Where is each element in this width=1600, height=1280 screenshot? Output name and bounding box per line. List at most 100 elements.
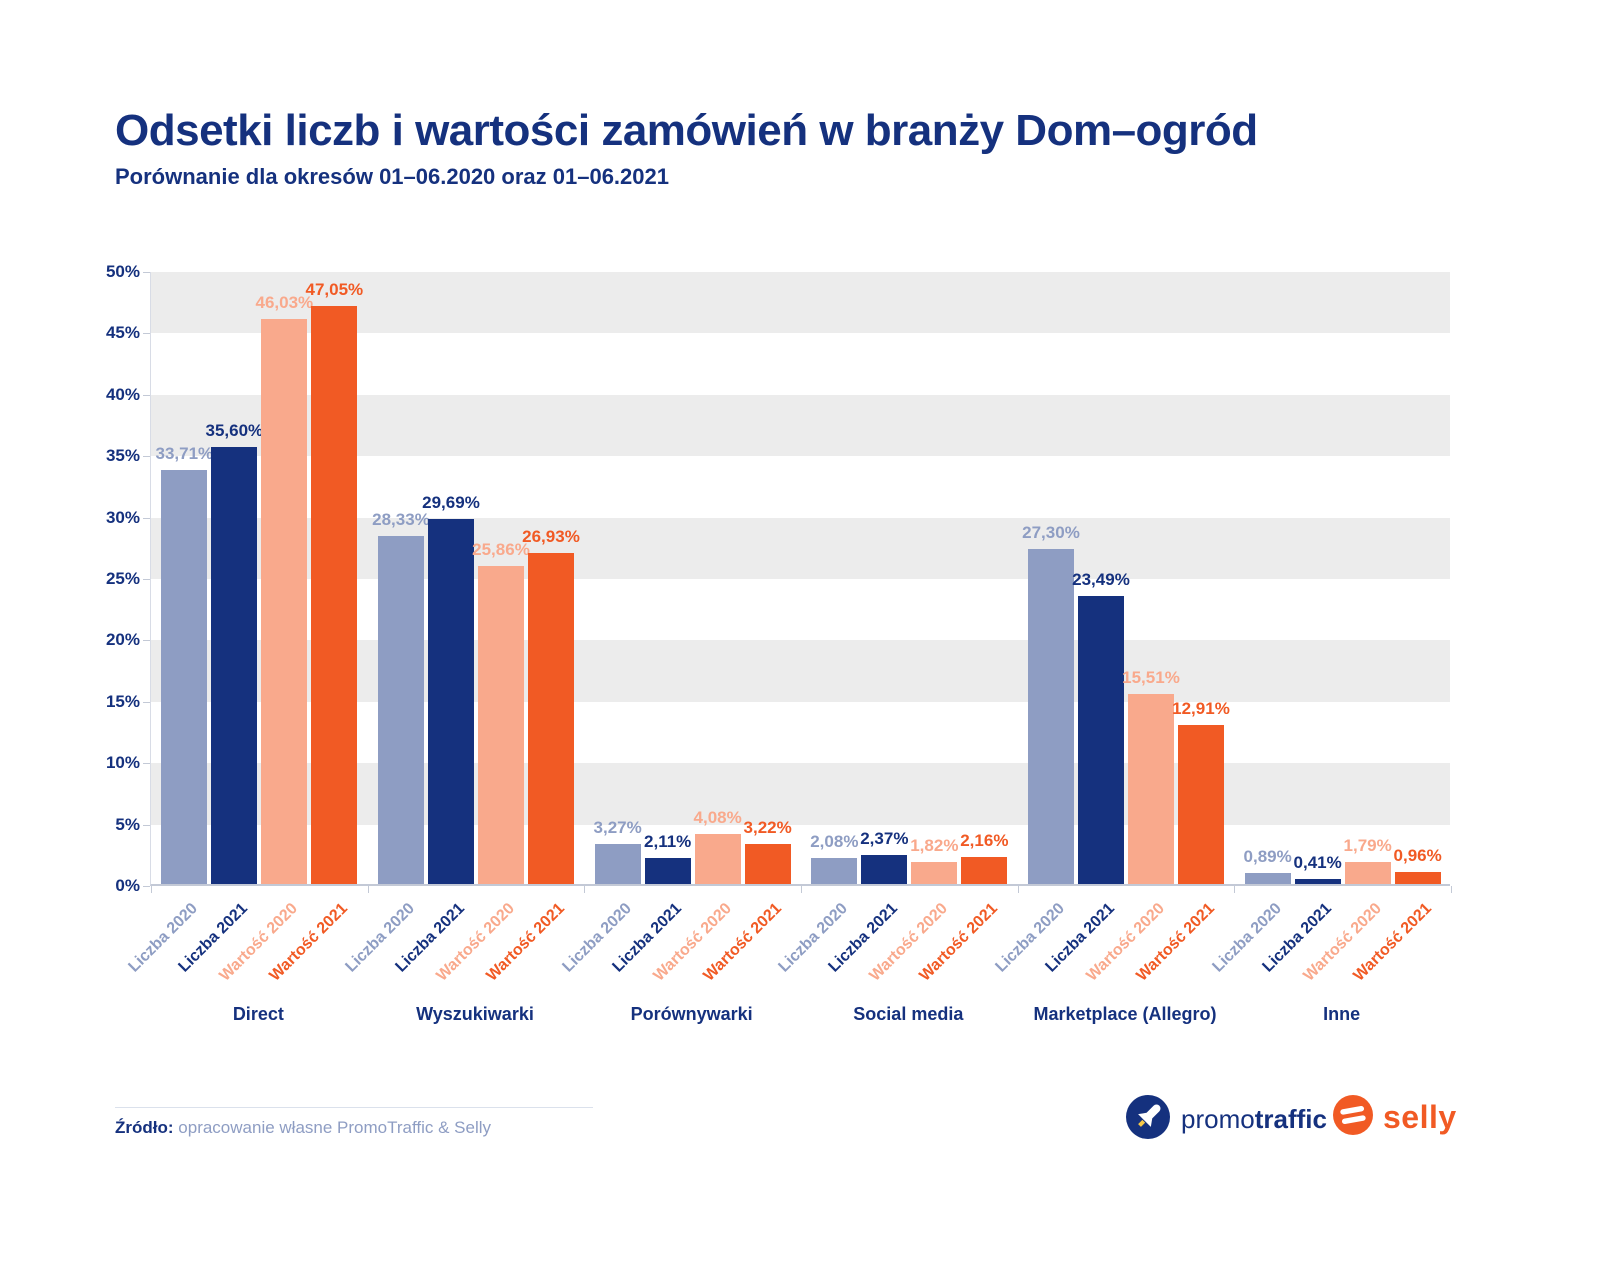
y-axis-tick [143,456,150,458]
y-axis-label: 10% [105,753,140,773]
bar-value-label: 0,41% [1293,852,1342,872]
y-axis-label: 50% [105,262,140,281]
x-axis-tick [151,886,152,893]
bar: 2,11% [644,832,691,884]
bar-value-label: 4,08% [693,807,742,827]
bar-group: 28,33% 29,69% 25,86% 26,93% [368,272,585,884]
bar-value-label: 0,89% [1243,847,1292,867]
category-label: Direct [232,1004,284,1024]
selly-icon [1332,1094,1374,1141]
y-axis-label: 5% [115,814,140,834]
bar-value-label: 35,60% [205,420,264,440]
bar-value-label: 27,30% [1022,522,1080,542]
bar-value-label: 15,51% [1122,667,1180,687]
bar-value-label: 29,69% [422,493,480,513]
x-axis-tick [367,886,369,893]
category-label: Marketplace (Allegro) [1033,1004,1217,1024]
category-label: Wyszukiwarki [416,1004,534,1024]
bar-value-label: 0,96% [1393,846,1442,866]
bar: 28,33% [372,510,430,884]
x-axis-tick [1451,886,1452,893]
y-axis-tick [143,763,150,765]
bar-group: 2,08% 2,37% 1,82% 2,16% [801,272,1018,884]
y-axis-tick [143,701,150,703]
bar: 15,51% [1122,668,1180,884]
x-axis-category-labels: Direct Wyszukiwarki Porównywarki Social med… [150,1004,1450,1034]
bar-group: 3,27% 2,11% 4,08% 3,22% [584,272,801,884]
grid-band [151,272,1450,334]
bar: 0,89% [1244,847,1292,884]
bar-value-label: 2,16% [960,831,1009,851]
y-axis-label: 45% [105,323,140,343]
bar: 3,27% [594,818,642,884]
chart-subtitle: Porównanie dla okresów 01–06.2020 oraz 0… [115,164,669,189]
bar: 29,69% [422,493,480,884]
category-label: Social media [853,1004,964,1024]
y-axis-tick [143,394,150,396]
bar-group: 33,71% 35,60% 46,03% 47,05% [151,272,368,884]
y-axis-label: 0% [115,876,140,895]
bar: 4,08% [694,808,742,884]
bar: 47,05% [305,280,363,884]
x-axis-series-labels: Liczba 2020 Liczba 2021 Wartość 2020 Wartoś… [126,890,1450,1006]
y-axis-label: 15% [105,691,140,711]
bar-group: 27,30% 23,49% 15,51% 12,91% [1018,272,1235,884]
selly-logo: selly [1332,1094,1457,1141]
bar: 1,82% [910,836,958,884]
category-label: Porównywarki [630,1004,753,1024]
y-axis-tick [143,640,150,642]
bar: 35,60% [205,421,263,884]
y-axis-label: 40% [105,384,140,404]
bar-value-label: 3,22% [743,818,792,838]
x-axis-tick [1017,886,1019,893]
bar: 23,49% [1072,570,1130,884]
bar-value-label: 2,11% [644,832,692,852]
y-axis-label: 25% [105,569,140,588]
bar-value-label: 46,03% [255,292,314,312]
bar-group: 0,89% 0,41% 1,79% 0,96% [1234,272,1451,884]
bar: 2,37% [860,829,908,884]
chart-plot-area: 33,71% 35,60% 46,03% 47,05% 28,33% 29,69% 25,8… [143,272,1452,893]
bar: 2,08% [810,832,858,884]
y-axis-label: 30% [105,507,140,527]
x-axis-tick [1234,886,1236,893]
bar: 12,91% [1172,699,1230,884]
bar-value-label: 12,91% [1172,699,1230,719]
selly-wordmark: selly [1383,1099,1457,1135]
source-value: opracowanie własne PromoTraffic & Selly [178,1118,492,1137]
bar-value-label: 2,37% [860,828,909,848]
y-axis-label: 20% [105,630,140,650]
source-label: Źródło: [115,1118,174,1137]
y-axis-tick [143,579,150,580]
bar-value-label: 28,33% [372,510,430,530]
bar-value-label: 23,49% [1072,569,1130,589]
chart-title: Odsetki liczb i wartości zamówień w bran… [115,106,1258,155]
x-axis-tick [801,886,802,893]
bar: 3,22% [744,818,792,884]
y-axis-tick [143,886,150,887]
bar: 33,71% [155,444,213,884]
bar: 0,96% [1394,846,1442,884]
source-text: Źródło: opracowanie własne PromoTraffic … [115,1118,491,1138]
grid-band [151,517,1450,579]
y-axis: 50% 45% 40% 35% 30% 25% 20% 15% 10% 5% 0% [40,262,140,895]
y-axis-label: 35% [105,446,140,466]
bar: 2,16% [960,831,1008,884]
y-axis-tick [143,272,150,273]
bar-value-label: 1,82% [910,835,959,855]
x-axis-tick [584,886,586,893]
footer-divider [115,1107,593,1108]
bar-value-label: 26,93% [522,527,580,547]
bar: 25,86% [472,540,530,884]
y-axis-tick [143,333,150,335]
bar-value-label: 25,86% [472,540,530,560]
grid-band [151,640,1450,702]
rocket-icon [1125,1094,1171,1145]
y-axis-tick [143,517,150,519]
promotraffic-wordmark: promotraffic [1181,1104,1327,1134]
grid-band [151,394,1450,457]
category-label: Inne [1323,1004,1361,1024]
bar-value-label: 1,79% [1343,836,1392,856]
promotraffic-logo: promotraffic [1125,1094,1327,1145]
